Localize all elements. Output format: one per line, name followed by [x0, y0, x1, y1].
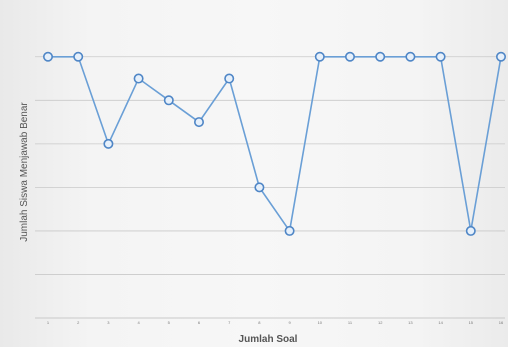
x-tick-label: 3	[107, 320, 110, 325]
data-point	[42, 51, 53, 62]
x-tick-label: 16	[499, 320, 504, 325]
x-axis-label: Jumlah Soal	[239, 334, 298, 345]
x-tick-labels: 1 2 3 4 5 6 7 8 9 10 11 12 13 14 15 16	[47, 320, 504, 325]
data-point	[435, 51, 446, 62]
x-tick-label: 12	[378, 320, 383, 325]
data-point	[495, 51, 506, 62]
x-tick-label: 6	[198, 320, 201, 325]
x-tick-label: 11	[348, 320, 353, 325]
x-tick-label: 2	[77, 320, 80, 325]
x-tick-label: 7	[228, 320, 231, 325]
data-point	[73, 51, 84, 62]
x-tick-label: 5	[168, 320, 171, 325]
data-point	[224, 73, 235, 84]
data-point	[344, 51, 355, 62]
series-line	[48, 55, 502, 233]
y-axis-label: Jumlah Siswa Menjawab Benar	[19, 102, 30, 242]
gridlines	[35, 56, 505, 319]
data-point	[284, 225, 295, 236]
x-tick-label: 9	[288, 320, 291, 325]
x-tick-label: 8	[258, 320, 261, 325]
x-tick-label: 13	[408, 320, 413, 325]
data-point	[314, 51, 325, 62]
x-tick-label: 10	[318, 320, 323, 325]
data-point	[103, 138, 114, 149]
x-tick-label: 15	[469, 320, 474, 325]
series-lines	[48, 55, 502, 233]
x-tick-label: 14	[438, 320, 443, 325]
data-point	[375, 51, 386, 62]
data-point	[194, 117, 205, 128]
data-point	[405, 51, 416, 62]
data-point	[254, 182, 265, 193]
data-point	[133, 73, 144, 84]
x-tick-label: 4	[137, 320, 140, 325]
data-point	[465, 225, 476, 236]
data-point	[163, 95, 174, 106]
x-tick-label: 1	[47, 320, 50, 325]
data-points	[42, 51, 506, 236]
